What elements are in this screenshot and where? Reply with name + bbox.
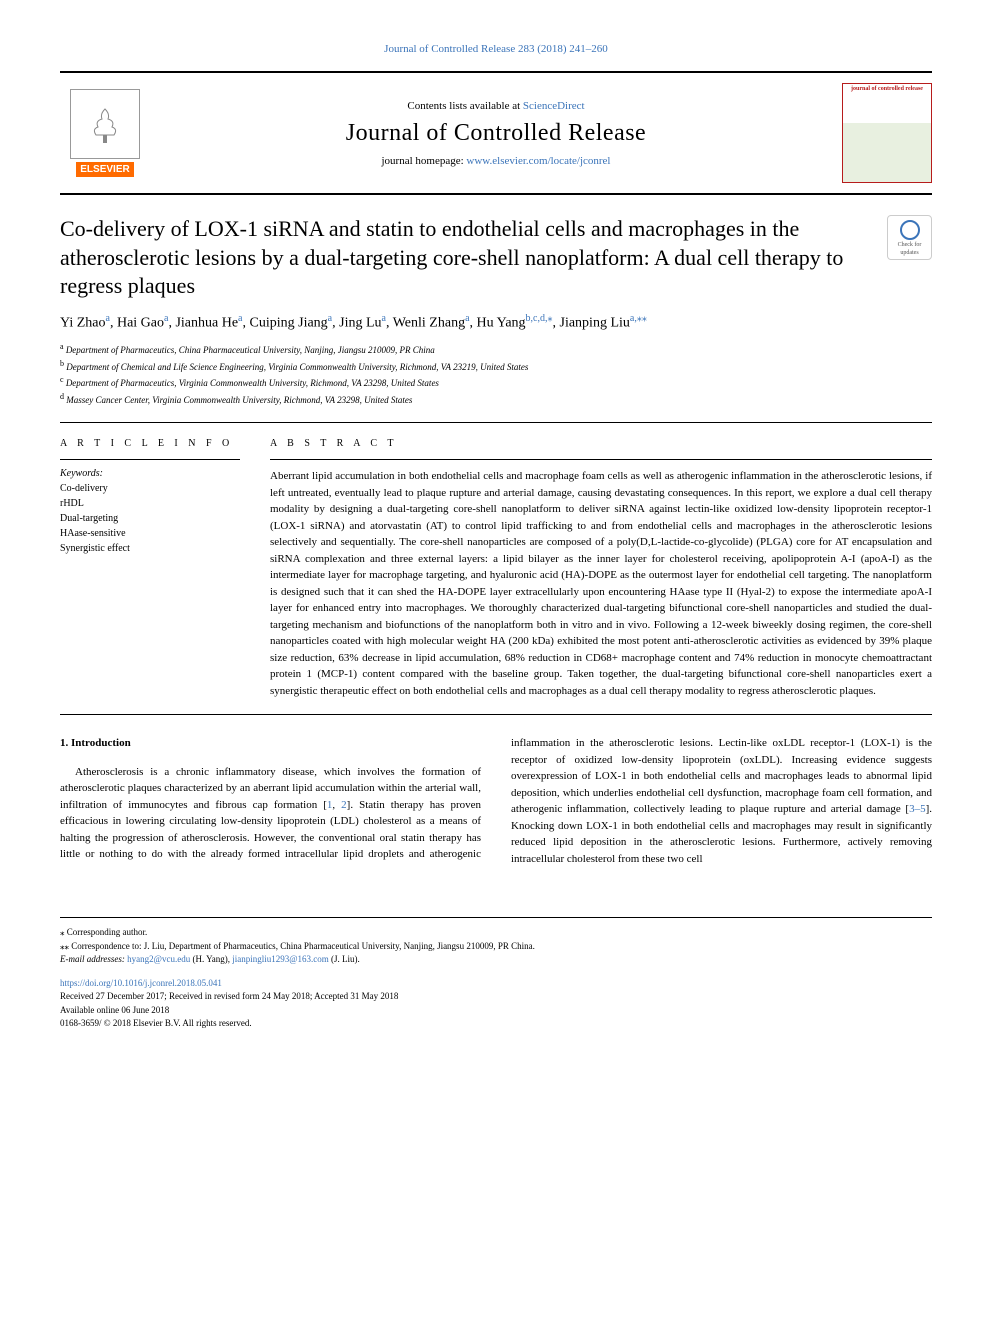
journal-name: Journal of Controlled Release bbox=[150, 120, 842, 147]
info-divider bbox=[60, 459, 240, 460]
cover-title: journal of controlled release bbox=[843, 84, 931, 94]
received-line: Received 27 December 2017; Received in r… bbox=[60, 990, 932, 1004]
email-1[interactable]: hyang2@vcu.edu bbox=[127, 954, 190, 964]
keywords-label: Keywords: bbox=[60, 468, 240, 479]
journal-cover-thumbnail: journal of controlled release bbox=[842, 83, 932, 183]
top-citation-link[interactable]: Journal of Controlled Release 283 (2018)… bbox=[384, 43, 608, 55]
author-4: , Cuiping Jiang bbox=[243, 315, 328, 330]
divider-1 bbox=[60, 422, 932, 423]
elsevier-tree-icon bbox=[70, 89, 140, 159]
doi-line: https://doi.org/10.1016/j.jconrel.2018.0… bbox=[60, 977, 932, 991]
title-text: Co-delivery of LOX-1 siRNA and statin to… bbox=[60, 216, 843, 298]
keyword-4: HAase-sensitive bbox=[60, 526, 240, 541]
available-line: Available online 06 June 2018 bbox=[60, 1004, 932, 1018]
article-info-label: A R T I C L E I N F O bbox=[60, 438, 240, 449]
affiliation-c: c Department of Pharmaceutics, Virginia … bbox=[60, 374, 932, 391]
affiliation-b: b Department of Chemical and Life Scienc… bbox=[60, 358, 932, 375]
abstract-column: A B S T R A C T Aberrant lipid accumulat… bbox=[270, 438, 932, 699]
ref-1[interactable]: 1 bbox=[327, 799, 333, 811]
homepage-prefix: journal homepage: bbox=[382, 155, 467, 167]
emails-line: E-mail addresses: hyang2@vcu.edu (H. Yan… bbox=[60, 953, 932, 967]
author-7-aff[interactable]: b,c,d, bbox=[526, 313, 548, 324]
emails-label: E-mail addresses: bbox=[60, 954, 127, 964]
top-citation-bar: Journal of Controlled Release 283 (2018)… bbox=[60, 40, 932, 56]
ref-3-5[interactable]: 3–5 bbox=[909, 803, 926, 815]
keyword-5: Synergistic effect bbox=[60, 541, 240, 556]
tree-svg bbox=[80, 99, 130, 149]
author-8: , Jianping Liu bbox=[553, 315, 630, 330]
homepage-line: journal homepage: www.elsevier.com/locat… bbox=[150, 155, 842, 167]
author-8-corr[interactable]: ⁎⁎ bbox=[637, 313, 647, 324]
journal-header: ELSEVIER Contents lists available at Sci… bbox=[60, 71, 932, 195]
aff-a-text: Department of Pharmaceutics, China Pharm… bbox=[66, 345, 435, 355]
article-title: Co-delivery of LOX-1 siRNA and statin to… bbox=[60, 215, 932, 301]
info-abstract-row: A R T I C L E I N F O Keywords: Co-deliv… bbox=[60, 438, 932, 699]
abstract-text: Aberrant lipid accumulation in both endo… bbox=[270, 468, 932, 699]
article-info-column: A R T I C L E I N F O Keywords: Co-deliv… bbox=[60, 438, 240, 699]
author-7: , Hu Yang bbox=[470, 315, 526, 330]
email-1-suffix: (H. Yang), bbox=[190, 954, 232, 964]
corr-author-2: ⁎⁎ Correspondence to: J. Liu, Department… bbox=[60, 940, 932, 954]
sciencedirect-link[interactable]: ScienceDirect bbox=[523, 100, 585, 112]
author-1: Yi Zhao bbox=[60, 315, 106, 330]
keywords-list: Co-delivery rHDL Dual-targeting HAase-se… bbox=[60, 481, 240, 556]
aff-b-text: Department of Chemical and Life Science … bbox=[66, 362, 528, 372]
elsevier-label: ELSEVIER bbox=[76, 162, 133, 177]
aff-c-text: Department of Pharmaceutics, Virginia Co… bbox=[66, 378, 439, 388]
affiliations: a Department of Pharmaceutics, China Pha… bbox=[60, 341, 932, 407]
author-list: Yi Zhaoa, Hai Gaoa, Jianhua Hea, Cuiping… bbox=[60, 311, 932, 334]
author-2: , Hai Gao bbox=[110, 315, 164, 330]
ref-2[interactable]: 2 bbox=[341, 799, 347, 811]
copyright-line: 0168-3659/ © 2018 Elsevier B.V. All righ… bbox=[60, 1017, 932, 1031]
introduction-paragraph: Atherosclerosis is a chronic inflammator… bbox=[60, 735, 932, 867]
homepage-link[interactable]: www.elsevier.com/locate/jconrel bbox=[466, 155, 610, 167]
email-2[interactable]: jianpingliu1293@163.com bbox=[232, 954, 329, 964]
author-5: , Jing Lu bbox=[332, 315, 381, 330]
corr-author-1: ⁎ Corresponding author. bbox=[60, 926, 932, 940]
email-2-suffix: (J. Liu). bbox=[329, 954, 360, 964]
header-center: Contents lists available at ScienceDirec… bbox=[150, 100, 842, 167]
contents-prefix: Contents lists available at bbox=[407, 100, 522, 112]
keyword-1: Co-delivery bbox=[60, 481, 240, 496]
keyword-2: rHDL bbox=[60, 496, 240, 511]
divider-2 bbox=[60, 714, 932, 715]
abstract-divider bbox=[270, 459, 932, 460]
author-8-aff[interactable]: a, bbox=[630, 313, 637, 324]
main-content: 1. Introduction Atherosclerosis is a chr… bbox=[60, 735, 932, 867]
affiliation-a: a Department of Pharmaceutics, China Pha… bbox=[60, 341, 932, 358]
check-updates-icon bbox=[900, 220, 920, 240]
check-updates-label: Check for updates bbox=[898, 242, 922, 256]
introduction-heading: 1. Introduction bbox=[60, 735, 481, 752]
author-3: , Jianhua He bbox=[168, 315, 238, 330]
aff-d-text: Massey Cancer Center, Virginia Commonwea… bbox=[66, 395, 412, 405]
keyword-3: Dual-targeting bbox=[60, 511, 240, 526]
contents-line: Contents lists available at ScienceDirec… bbox=[150, 100, 842, 112]
check-updates-badge[interactable]: Check for updates bbox=[887, 215, 932, 260]
doi-link[interactable]: https://doi.org/10.1016/j.jconrel.2018.0… bbox=[60, 978, 222, 988]
abstract-label: A B S T R A C T bbox=[270, 438, 932, 449]
elsevier-logo: ELSEVIER bbox=[60, 89, 150, 177]
footer: ⁎ Corresponding author. ⁎⁎ Correspondenc… bbox=[60, 917, 932, 1031]
author-6: , Wenli Zhang bbox=[386, 315, 465, 330]
affiliation-d: d Massey Cancer Center, Virginia Commonw… bbox=[60, 391, 932, 408]
